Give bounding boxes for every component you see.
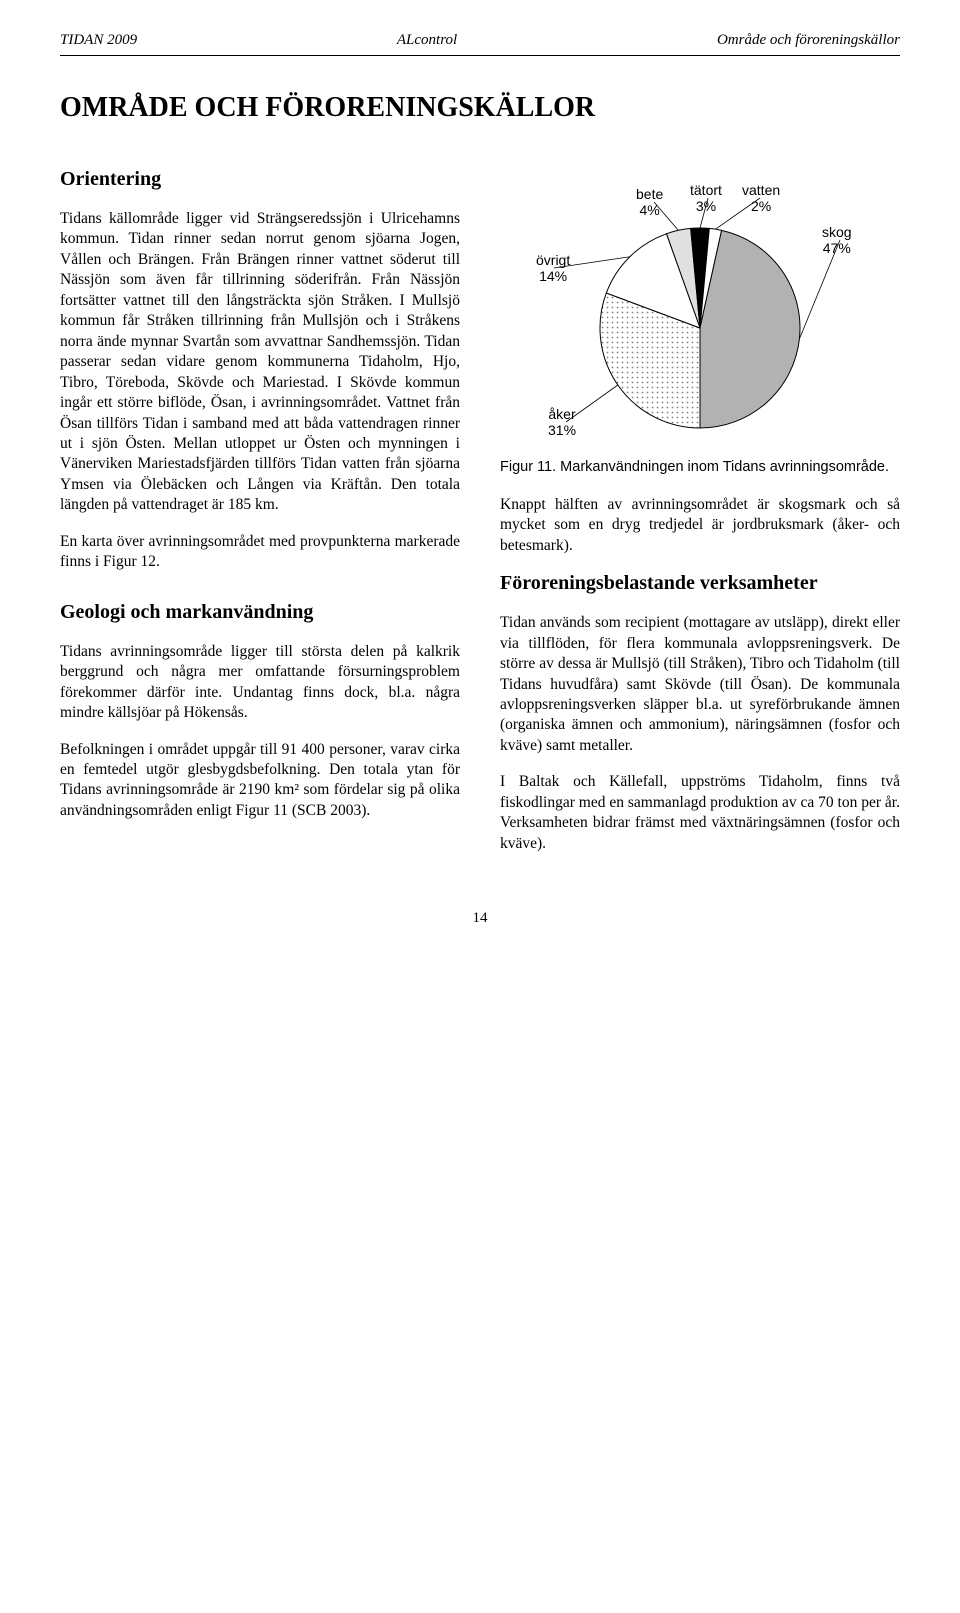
geologi-para-2: Befolkningen i området uppgår till 91 40… [60,740,460,822]
geologi-para-1: Tidans avrinningsområde ligger till stör… [60,642,460,724]
pie-label-aker: åker31% [548,406,576,438]
pie-label-bete: bete4% [636,186,663,218]
pie-label-ovrigt: övrigt14% [536,252,570,284]
pie-label-vatten: vatten2% [742,182,780,214]
orientering-para-2: En karta över avrinningsområdet med prov… [60,532,460,573]
content-columns: Orientering Tidans källområde ligger vid… [60,168,900,870]
header-center: ALcontrol [397,32,457,49]
right-para-2: Tidan används som recipient (mottagare a… [500,613,900,756]
page-title: OMRÅDE OCH FÖRORENINGSKÄLLOR [60,92,900,124]
left-column: Orientering Tidans källområde ligger vid… [60,168,460,870]
orientering-para-1: Tidans källområde ligger vid Strängsered… [60,209,460,516]
right-para-3: I Baltak och Källefall, uppströms Tidaho… [500,772,900,854]
heading-fororening: Föroreningsbelastande verksamheter [500,572,900,595]
heading-orientering: Orientering [60,168,460,191]
right-para-1: Knappt hälften av avrinningsområdet är s… [500,495,900,556]
figure-caption: Figur 11. Markanvändningen inom Tidans a… [500,458,900,477]
right-column: skog47% åker31% övrigt14% bete4% tätort3% vat… [500,168,900,870]
header-left: TIDAN 2009 [60,32,137,49]
heading-geologi: Geologi och markanvändning [60,601,460,624]
pie-chart: skog47% åker31% övrigt14% bete4% tätort3% vat… [500,180,900,450]
header-right: Område och föroreningskällor [717,32,900,49]
pie-label-tatort: tätort3% [690,182,722,214]
page-number: 14 [60,910,900,927]
page-header: TIDAN 2009 ALcontrol Område och föroreni… [60,32,900,56]
pie-slice-skog [700,230,800,428]
pie-label-skog: skog47% [822,224,852,256]
